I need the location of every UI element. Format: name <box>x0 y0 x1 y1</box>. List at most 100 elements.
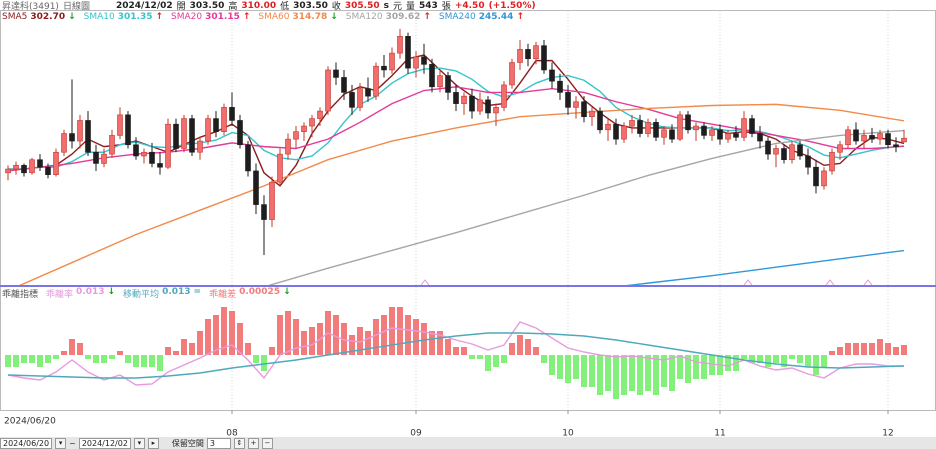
candle-body <box>901 137 907 143</box>
oscillator-bar <box>365 331 371 355</box>
legend-name: SMA60 <box>258 12 290 22</box>
legend-name: SMA240 <box>438 12 476 22</box>
legend-title: 乖離指標 <box>2 290 39 300</box>
candle-body <box>93 151 99 164</box>
x-tick-label: 12 <box>882 429 893 438</box>
candle-body <box>501 84 507 108</box>
candle-body <box>837 144 843 153</box>
oscillator-bar <box>221 307 227 355</box>
x-tick-label: 2024/06/20 <box>4 417 56 427</box>
spin-button[interactable]: ⇕ <box>233 437 245 449</box>
line-series <box>7 332 905 379</box>
candle-body <box>5 168 11 174</box>
oscillator-bar <box>29 355 35 363</box>
date-from-dropdown[interactable]: ▾ <box>55 437 67 449</box>
quote-date: 2024/12/02 <box>115 0 173 11</box>
oscillator-bar <box>357 327 363 355</box>
oscillator-bar <box>437 331 443 355</box>
candle-body <box>181 118 187 149</box>
legend-value: 0.013 <box>76 287 105 297</box>
chart-area: 2024/06/20 08 09 10 11 12 <box>0 10 936 438</box>
candle-body <box>517 49 523 63</box>
candle-body <box>277 153 283 183</box>
grid <box>231 11 889 410</box>
oscillator-bar <box>533 347 539 355</box>
candle-body <box>85 120 91 153</box>
candle-body <box>421 56 427 65</box>
apply-button[interactable]: ▸ <box>147 437 159 449</box>
line-series <box>8 54 905 187</box>
candle-body <box>45 166 51 175</box>
oscillator-bar <box>445 339 451 355</box>
candle-body <box>325 69 331 112</box>
oscillator-bar <box>653 355 659 395</box>
candle-body <box>413 56 419 69</box>
date-to[interactable]: 2024/12/02 <box>78 437 131 449</box>
legend-item: SMA20 301.15 ↑ <box>171 12 250 22</box>
candle-body <box>637 120 643 134</box>
candle-body <box>509 62 515 86</box>
candle-body <box>245 144 251 172</box>
legend-trend: ↑ <box>516 12 524 22</box>
oscillator-bar <box>333 315 339 355</box>
oscillator-bar <box>117 351 123 355</box>
candle-body <box>21 165 27 174</box>
candle-body <box>405 36 411 69</box>
x-tick-label: 09 <box>410 429 422 438</box>
candle-body <box>229 107 235 121</box>
oscillator-bar <box>765 355 771 367</box>
oscillator-bar <box>621 355 627 395</box>
candle-body <box>317 110 323 119</box>
event-markers <box>420 279 873 286</box>
x-tick-label: 10 <box>562 429 574 438</box>
candle-body <box>573 101 579 108</box>
oscillator-bar <box>757 355 763 363</box>
event-marker <box>743 279 753 286</box>
oscillator-bar <box>405 315 411 355</box>
oscillator-bar <box>61 351 67 355</box>
event-marker <box>825 279 835 286</box>
oscillator-bar <box>741 355 747 359</box>
candle-body <box>701 125 707 136</box>
oscillator-bar <box>85 355 91 359</box>
legend-name: SMA10 <box>83 12 115 22</box>
oscillator-bar <box>589 355 595 387</box>
unit: 元 <box>392 2 402 12</box>
candle-body <box>237 120 243 146</box>
oscillator-bar <box>237 323 243 355</box>
candle-body <box>461 95 467 104</box>
oscillator-bar <box>293 319 299 355</box>
candle-body <box>445 75 451 93</box>
x-tick-label: 08 <box>226 429 238 438</box>
candle-body <box>357 88 363 108</box>
oscillator-bar <box>53 355 59 359</box>
legend-name: SMA20 <box>171 12 203 22</box>
zoom-out-button[interactable]: − <box>261 437 273 449</box>
oscillator-bar <box>805 355 811 367</box>
close-value: 305.50 <box>344 0 380 11</box>
candle-body <box>101 153 107 164</box>
candle-body <box>309 118 315 127</box>
oscillator-bar <box>253 355 259 363</box>
zoom-in-button[interactable]: + <box>247 437 259 449</box>
date-from[interactable]: 2024/06/20 <box>0 437 53 449</box>
candle-body <box>173 123 179 149</box>
candle-body <box>197 140 203 153</box>
candle-body <box>541 45 547 71</box>
oscillator-bar <box>869 343 875 355</box>
volume-unit: 張 <box>441 2 451 12</box>
date-to-dropdown[interactable]: ▾ <box>133 437 145 449</box>
oscillator-legend: 乖離指標 乖離率 0.013 ↓ 移動平均 0.013 = 乖離差 0.00025 ↓ <box>2 287 291 300</box>
oscillator-bar <box>125 355 131 363</box>
reserve-input[interactable]: 3 <box>206 437 231 449</box>
candle-body <box>733 133 739 138</box>
oscillator-bar <box>229 311 235 355</box>
candle-body <box>565 92 571 108</box>
candle-body <box>77 120 83 142</box>
oscillator-bar <box>13 355 19 367</box>
candle-body <box>829 151 835 172</box>
legend-value: 301.15 <box>205 12 240 22</box>
oscillator-bar <box>101 355 107 363</box>
open-label: 開 <box>176 2 186 12</box>
oscillator-bar <box>789 355 795 359</box>
